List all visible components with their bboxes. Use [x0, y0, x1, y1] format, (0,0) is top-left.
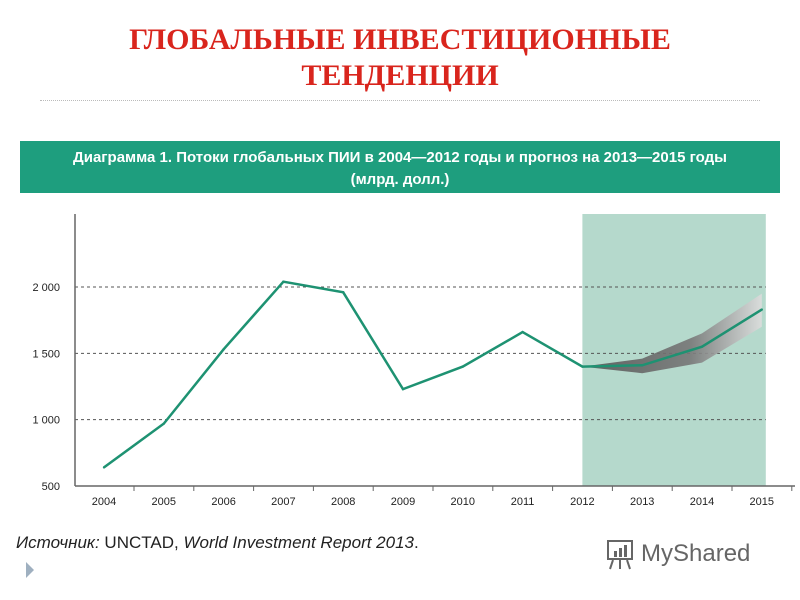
presentation-board-icon [607, 540, 633, 570]
x-tick-label: 2007 [271, 496, 295, 508]
x-tick-label: 2013 [630, 496, 654, 508]
x-tick-label: 2014 [690, 496, 714, 508]
x-tick-label: 2005 [152, 496, 176, 508]
divider [40, 100, 760, 101]
data-point [760, 308, 763, 311]
x-tick-label: 2006 [211, 496, 235, 508]
data-point [401, 387, 405, 391]
data-point [461, 365, 464, 368]
y-tick-label: 500 [42, 481, 60, 493]
series-line [103, 280, 763, 469]
title-line-2: ТЕНДЕНЦИИ [301, 59, 499, 92]
x-tick-label: 2010 [451, 496, 475, 508]
source-note: Источник: UNCTAD, World Investment Repor… [16, 533, 419, 553]
data-point [700, 345, 704, 348]
source-end: . [414, 533, 419, 552]
x-tick-label: 2009 [391, 496, 415, 508]
logo-text: MyShared [641, 540, 751, 567]
x-tick-label: 2012 [570, 496, 594, 508]
chart-subtitle: (млрд. долл.) [350, 171, 450, 188]
x-tick-label: 2015 [750, 496, 774, 508]
data-point [222, 348, 225, 351]
data-point [282, 280, 285, 283]
source-label: Источник: [16, 533, 100, 552]
x-tick-label: 2008 [331, 496, 355, 508]
data-point [521, 330, 524, 334]
myshared-logo: MyShared [605, 538, 750, 570]
title-line-1: ГЛОБАЛЬНЫЕ ИНВЕСТИЦИОННЫЕ [129, 23, 671, 56]
slide-title: ГЛОБАЛЬНЫЕ ИНВЕСТИЦИОННЫЕ ТЕНДЕНЦИИ [0, 22, 800, 94]
data-point [342, 291, 345, 294]
data-point [581, 365, 584, 368]
source-report: World Investment Report 2013 [183, 533, 414, 552]
next-slide-arrow-icon[interactable] [26, 562, 34, 578]
data-point [102, 466, 106, 469]
data-point [641, 364, 644, 367]
x-tick-label: 2004 [92, 496, 116, 508]
chart-title: Диаграмма 1. Потоки глобальных ПИИ в 200… [73, 149, 727, 166]
y-tick-label: 1 500 [32, 348, 60, 360]
chart-title-banner: Диаграмма 1. Потоки глобальных ПИИ в 200… [20, 141, 780, 193]
source-org: UNCTAD, [99, 533, 184, 552]
data-point [162, 422, 165, 425]
y-tick-label: 1 000 [32, 415, 60, 427]
y-tick-label: 2 000 [32, 282, 60, 294]
x-tick-label: 2011 [511, 496, 535, 508]
forecast-band [582, 293, 762, 374]
